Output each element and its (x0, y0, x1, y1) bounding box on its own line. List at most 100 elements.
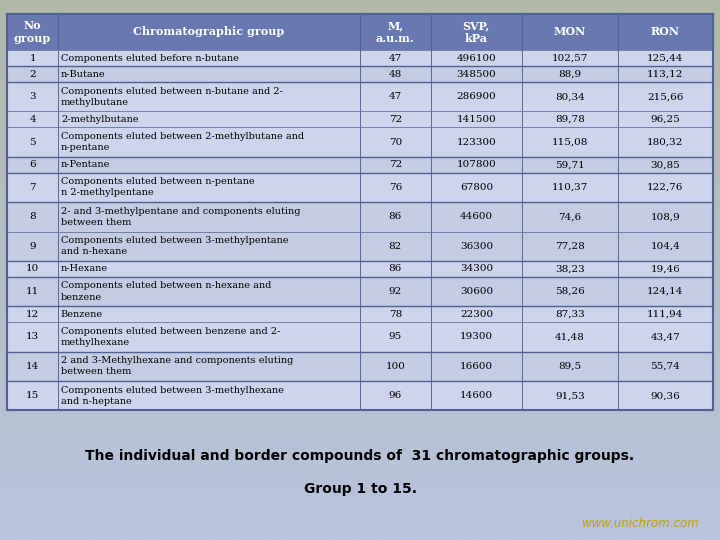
Text: Group 1 to 15.: Group 1 to 15. (304, 482, 416, 496)
Text: 55,74: 55,74 (650, 362, 680, 371)
Bar (7, 261, 58, 277)
Bar (522, 352, 618, 381)
Bar (7, 381, 713, 410)
Text: 70: 70 (389, 138, 402, 146)
Text: Components eluted between 2-methylbutane and
n-pentane: Components eluted between 2-methylbutane… (61, 132, 304, 152)
Bar (618, 66, 713, 82)
Text: www.unichrom.com: www.unichrom.com (582, 517, 698, 530)
Bar (522, 111, 618, 127)
Bar (7, 352, 713, 381)
Bar (7, 306, 58, 322)
Text: Benzene: Benzene (61, 310, 103, 319)
Text: 34300: 34300 (460, 265, 493, 273)
Text: 5: 5 (30, 138, 36, 146)
Bar (58, 277, 360, 306)
Bar (7, 66, 58, 82)
Bar (7, 50, 713, 66)
Bar (7, 277, 713, 306)
Bar (7, 202, 713, 232)
Text: 80,34: 80,34 (555, 92, 585, 101)
Text: 77,28: 77,28 (555, 242, 585, 251)
Bar (431, 173, 522, 202)
Text: 108,9: 108,9 (650, 212, 680, 221)
Bar (522, 232, 618, 261)
Bar (522, 173, 618, 202)
Text: 30600: 30600 (460, 287, 493, 296)
Bar (431, 157, 522, 173)
Bar (618, 306, 713, 322)
Bar (522, 322, 618, 352)
Bar (7, 232, 58, 261)
Bar (522, 157, 618, 173)
Text: Chromatographic group: Chromatographic group (133, 26, 284, 37)
Bar (360, 157, 431, 173)
Bar (618, 277, 713, 306)
Bar (431, 277, 522, 306)
Text: 47: 47 (389, 53, 402, 63)
Text: 104,4: 104,4 (650, 242, 680, 251)
Bar (360, 66, 431, 82)
Text: n-Pentane: n-Pentane (61, 160, 110, 169)
Bar (7, 173, 713, 202)
Text: 89,78: 89,78 (555, 115, 585, 124)
Bar (618, 50, 713, 66)
Text: 19,46: 19,46 (650, 265, 680, 273)
Text: 113,12: 113,12 (647, 70, 683, 79)
Text: 1: 1 (30, 53, 36, 63)
Bar (360, 277, 431, 306)
Text: 14: 14 (26, 362, 39, 371)
Bar (58, 381, 360, 410)
Bar (360, 127, 431, 157)
Bar (360, 202, 431, 232)
Text: Components eluted between benzene and 2-
methylhexane: Components eluted between benzene and 2-… (61, 327, 280, 347)
Text: 72: 72 (389, 160, 402, 169)
Bar (58, 14, 360, 50)
Text: SVP,
kPa: SVP, kPa (463, 20, 490, 44)
Text: 4: 4 (30, 115, 36, 124)
Bar (522, 50, 618, 66)
Bar (58, 173, 360, 202)
Bar (7, 127, 713, 157)
Text: 107800: 107800 (456, 160, 496, 169)
Text: The individual and border compounds of  31 chromatographic groups.: The individual and border compounds of 3… (86, 449, 634, 463)
Bar (7, 277, 58, 306)
Text: 115,08: 115,08 (552, 138, 588, 146)
Text: 74,6: 74,6 (558, 212, 582, 221)
Bar (7, 111, 713, 127)
Text: 89,5: 89,5 (558, 362, 582, 371)
Bar (360, 14, 431, 50)
Bar (58, 232, 360, 261)
Text: 76: 76 (389, 183, 402, 192)
Text: 125,44: 125,44 (647, 53, 683, 63)
Text: 92: 92 (389, 287, 402, 296)
Bar (618, 111, 713, 127)
Bar (618, 127, 713, 157)
Bar (58, 66, 360, 82)
Bar (58, 322, 360, 352)
Text: 86: 86 (389, 265, 402, 273)
Bar (522, 261, 618, 277)
Bar (58, 127, 360, 157)
Text: 6: 6 (30, 160, 36, 169)
Text: 19300: 19300 (460, 332, 493, 341)
Text: 100: 100 (385, 362, 405, 371)
Text: 122,76: 122,76 (647, 183, 683, 192)
Text: 47: 47 (389, 92, 402, 101)
Text: 38,23: 38,23 (555, 265, 585, 273)
Text: 180,32: 180,32 (647, 138, 683, 146)
Text: 111,94: 111,94 (647, 310, 683, 319)
Bar (360, 50, 431, 66)
Bar (7, 82, 713, 111)
Text: No
group: No group (14, 20, 51, 44)
Bar (7, 173, 58, 202)
Bar (618, 82, 713, 111)
Text: 22300: 22300 (460, 310, 493, 319)
Text: 67800: 67800 (460, 183, 493, 192)
Bar (7, 82, 58, 111)
Text: 141500: 141500 (456, 115, 496, 124)
Bar (360, 232, 431, 261)
Bar (7, 322, 58, 352)
Bar (618, 261, 713, 277)
Text: 11: 11 (26, 287, 39, 296)
Bar (58, 306, 360, 322)
